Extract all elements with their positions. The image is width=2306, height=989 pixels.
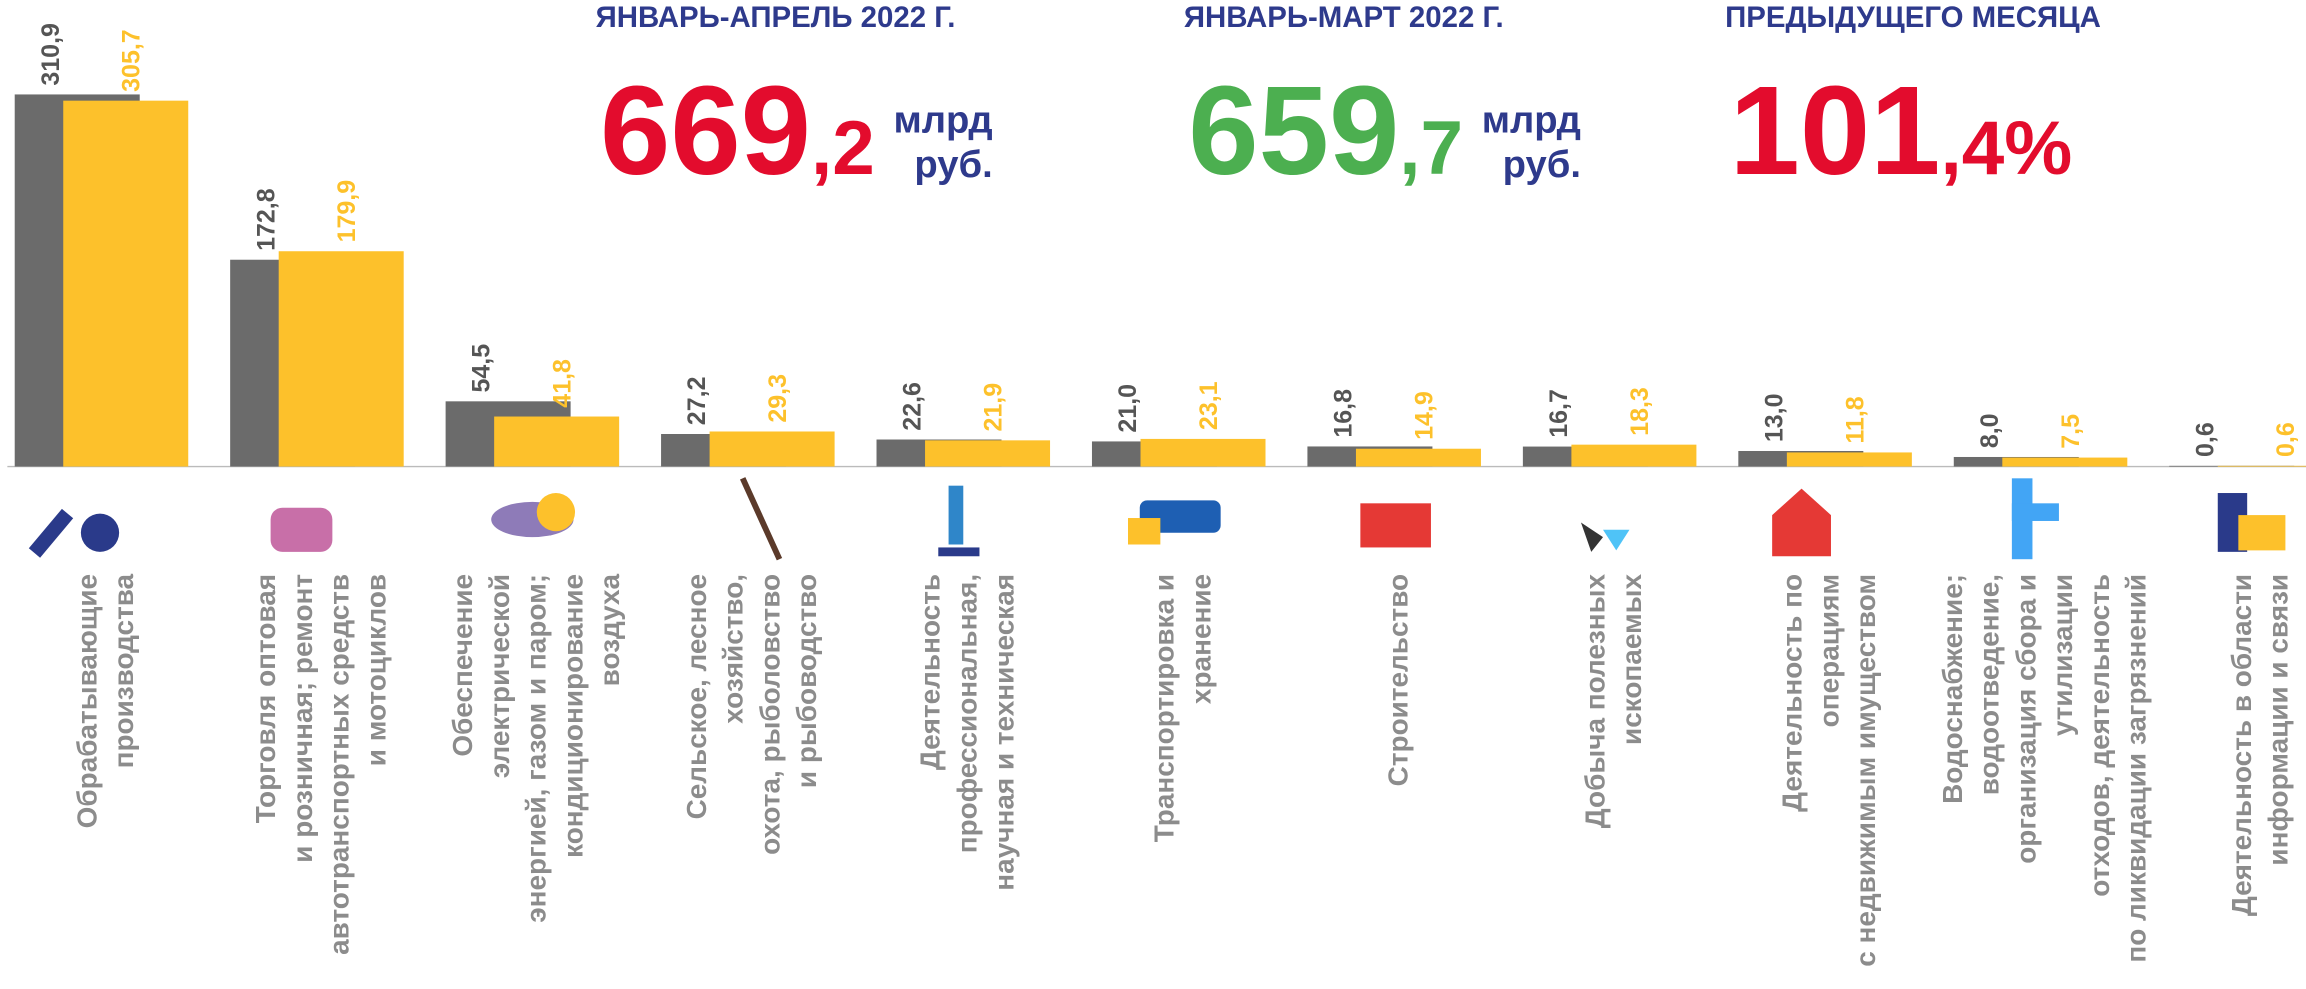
kpi-unit: млрд bbox=[1482, 99, 1581, 142]
category-label-line: автотранспортных средств bbox=[324, 574, 355, 955]
bar bbox=[1140, 438, 1266, 467]
category-label-line: Строительство bbox=[1382, 574, 1413, 786]
category-label-line: электрической bbox=[484, 574, 515, 778]
category-label-group: Строительство bbox=[1382, 574, 1413, 786]
value-label: 8,0 bbox=[1976, 413, 2004, 448]
category-label-group: Деятельность по операциям с недвижимым иму… bbox=[1777, 574, 1882, 967]
value-label: 16,8 bbox=[1330, 389, 1358, 438]
category-label-group: Сельское, лесное хозяйство, охота, рыболов… bbox=[681, 574, 822, 855]
value-label: 21,0 bbox=[1114, 384, 1142, 433]
kpi-title: ЯНВАРЬ-МАРТ 2022 Г. bbox=[1184, 1, 1504, 34]
value-label: 7,5 bbox=[2057, 414, 2085, 449]
category-label-group: Обеспечение электрической энергией, газом … bbox=[447, 573, 625, 922]
icons bbox=[28, 477, 2286, 561]
category-label-line: операциям bbox=[1813, 574, 1844, 727]
category-label-line: профессиональная, bbox=[952, 574, 983, 853]
kpi-title: ПРЕДЫДУЩЕГО МЕСЯЦА bbox=[1725, 1, 2101, 34]
value-label: 21,9 bbox=[980, 383, 1008, 432]
bar bbox=[1571, 444, 1697, 467]
value-label: 16,7 bbox=[1545, 389, 1573, 438]
kpi-unit: млрд bbox=[893, 99, 992, 142]
kpi-int: 659 bbox=[1188, 60, 1399, 201]
value-label: 11,8 bbox=[1841, 396, 1869, 443]
category-label-line: утилизации bbox=[2047, 574, 2078, 736]
category-label-line: отходов, деятельность bbox=[2084, 574, 2115, 897]
kpi-value: 101,4% bbox=[1730, 60, 2073, 201]
category-label-group: Обрабатывающие производства bbox=[71, 573, 139, 828]
category-label-line: Торговля оптовая bbox=[250, 574, 281, 823]
category-label-line: и мотоциклов bbox=[360, 574, 391, 766]
category-label-line: Деятельность в области bbox=[2226, 574, 2257, 916]
category-label-line: водоотведение, bbox=[1974, 574, 2005, 795]
value-label: 305,7 bbox=[118, 29, 146, 92]
category-label-line: Сельское, лесное bbox=[681, 574, 712, 819]
kpi-unit: руб. bbox=[914, 143, 992, 186]
category-label-group: Деятельность в области информации и связи bbox=[2226, 574, 2294, 916]
value-label: 18,3 bbox=[1626, 387, 1654, 436]
category-label-line: организация сбора и bbox=[2010, 574, 2041, 864]
category-label-line: Обрабатывающие bbox=[71, 574, 102, 828]
bar bbox=[278, 251, 404, 467]
category-label-line: информации и связи bbox=[2263, 574, 2294, 866]
category-label-group: Торговля оптовая и розничная; ремонт автот… bbox=[250, 574, 391, 955]
category-label-line: производства bbox=[108, 573, 139, 768]
category-label-line: Деятельность по bbox=[1777, 574, 1808, 812]
category-label-line: научная и техническая bbox=[988, 574, 1019, 891]
bar bbox=[63, 100, 189, 467]
kpi-frac: ,7 bbox=[1399, 106, 1463, 191]
category-label-line: хозяйство, bbox=[718, 574, 749, 724]
category-label-group: Транспортировка и хранение bbox=[1149, 574, 1217, 842]
bar bbox=[2002, 457, 2128, 467]
kpi-title: ЯНВАРЬ-АПРЕЛЬ 2022 Г. bbox=[596, 1, 956, 34]
kpi-unit: руб. bbox=[1503, 143, 1581, 186]
category-label-line: энергией, газом и паром; bbox=[521, 574, 552, 923]
category-label-group: Добыча полезных ископаемых bbox=[1579, 573, 1647, 828]
category-label-line: Добыча полезных bbox=[1579, 573, 1610, 828]
value-label: 310,9 bbox=[37, 23, 65, 86]
category-label-line: ископаемых bbox=[1616, 573, 1647, 744]
category-label-line: кондиционирование bbox=[557, 574, 588, 858]
category-label-line: по ликвидации загрязнений bbox=[2121, 574, 2152, 963]
category-label-line: Обеспечение bbox=[447, 574, 478, 757]
bar bbox=[709, 431, 835, 467]
category-label-line: и рыбоводство bbox=[791, 574, 822, 788]
category-label-line: Транспортировка и bbox=[1149, 574, 1180, 842]
category-label-line: Водоснабжение; bbox=[1937, 574, 1968, 804]
bar bbox=[494, 416, 620, 467]
value-label: 0,6 bbox=[2191, 422, 2219, 457]
kpi-int: 669 bbox=[600, 60, 811, 201]
category-label-line: и розничная; ремонт bbox=[287, 574, 318, 863]
category-label-line: хранение bbox=[1185, 574, 1216, 704]
value-label: 23,1 bbox=[1195, 381, 1223, 430]
bar bbox=[1786, 452, 1912, 467]
value-label: 41,8 bbox=[549, 359, 577, 408]
category-label-line: с недвижимым имуществом bbox=[1850, 574, 1881, 967]
value-label: 13,0 bbox=[1760, 394, 1788, 443]
category-label-line: воздуха bbox=[594, 573, 625, 686]
value-label: 0,6 bbox=[2272, 422, 2300, 457]
value-label: 179,9 bbox=[333, 180, 361, 243]
value-label: 54,5 bbox=[468, 344, 496, 393]
kpi-int: 101 bbox=[1730, 60, 1941, 201]
bar bbox=[2217, 465, 2306, 467]
value-label: 14,9 bbox=[1410, 391, 1438, 440]
value-label: 27,2 bbox=[683, 377, 711, 426]
kpi-frac: ,2 bbox=[811, 106, 875, 191]
bar bbox=[925, 440, 1051, 467]
value-label: 29,3 bbox=[764, 374, 792, 423]
kpi-value: 659,7 bbox=[1188, 60, 1463, 201]
bar bbox=[1355, 448, 1481, 467]
category-label-line: Деятельность bbox=[915, 574, 946, 770]
category-label-group: Водоснабжение; водоотведение, организация … bbox=[1937, 574, 2152, 963]
kpi-frac: ,4% bbox=[1941, 106, 2073, 191]
value-label: 172,8 bbox=[252, 188, 280, 251]
value-label: 22,6 bbox=[899, 382, 927, 431]
category-label-line: охота, рыболовство bbox=[754, 574, 785, 855]
category-label-group: Деятельность профессиональная, научная и т… bbox=[915, 574, 1020, 891]
kpi-value: 669,2 bbox=[600, 60, 875, 201]
